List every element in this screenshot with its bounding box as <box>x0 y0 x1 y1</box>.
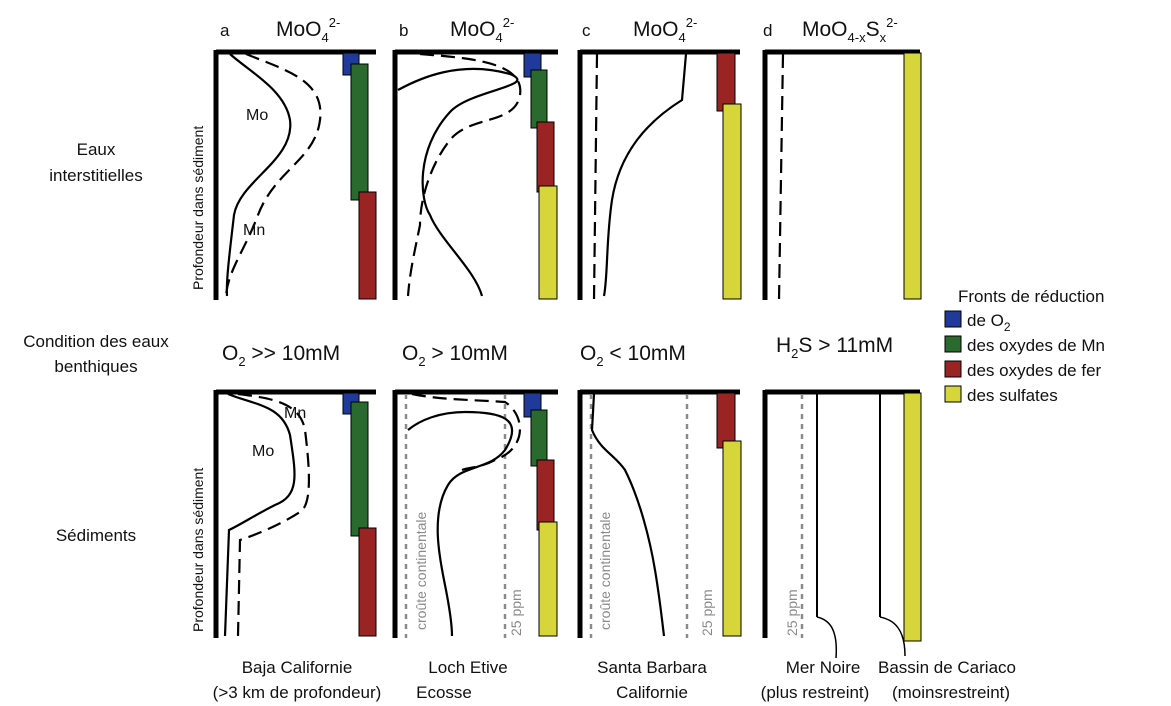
row-label-condition-2: benthiques <box>54 357 137 376</box>
crust-label-b: croûte continentale <box>413 511 429 630</box>
panel-b-site-2: Ecosse <box>416 683 472 702</box>
legend-label-sulfate: des sulfates <box>967 386 1058 405</box>
legend-swatch-o2 <box>944 310 962 328</box>
ppm-label-d: 25 ppm <box>784 589 800 636</box>
panel-b-species: MoO42- <box>450 15 514 45</box>
mn-curve-label: Mn <box>243 222 265 239</box>
panel-b: b MoO42- O2 > 10mM croûte continentale 2… <box>392 15 558 702</box>
legend: Fronts de réduction de O2 des oxydes de … <box>944 287 1105 405</box>
svg-text:Mo: Mo <box>252 443 274 460</box>
row-label-sediments: Sédiments <box>56 526 136 545</box>
ppm-label-b: 25 ppm <box>508 589 524 636</box>
mo-sediment-curve <box>223 392 296 637</box>
panel-a-species: MoO42- <box>276 15 340 45</box>
cariaco-leader <box>879 616 906 657</box>
legend-title: Fronts de réduction <box>958 287 1104 306</box>
front-mn-bar <box>350 63 369 201</box>
panel-d-letter: d <box>763 21 772 40</box>
depth-axis-label-bottom: Profondeur dans sédiment <box>190 468 206 632</box>
panel-d-site-2: (plus restreint) <box>761 683 870 702</box>
mer-noire-leader <box>816 616 838 659</box>
legend-label-fe: des oxydes de fer <box>967 361 1102 380</box>
panel-a-site-1: Baja Californie <box>242 658 353 677</box>
mn-sediment-curve <box>236 392 310 637</box>
panel-a-letter: a <box>220 21 230 40</box>
panel-d-condition: H2S > 11mM <box>776 334 893 361</box>
ppm-label-c: 25 ppm <box>699 589 715 636</box>
legend-label-o2: de O2 <box>967 311 1011 334</box>
svg-text:Mn: Mn <box>284 405 306 422</box>
panel-c: c MoO42- O2 < 10mM croûte continentale 2… <box>577 15 742 702</box>
panel-c-species: MoO42- <box>633 15 697 45</box>
mo-profile-curve <box>225 53 292 297</box>
panel-c-condition: O2 < 10mM <box>580 342 686 369</box>
crust-label-c: croûte continentale <box>597 511 613 630</box>
panel-c-site-2: Californie <box>616 683 688 702</box>
panel-d-site2-1: Bassin de Cariaco <box>878 658 1016 677</box>
panel-a: a MoO42- Mo Mn O2 >> 10mM Mn Mo Baja Cal… <box>213 15 382 702</box>
mn-profile-curve <box>224 52 322 297</box>
panel-b-condition: O2 > 10mM <box>402 342 508 369</box>
panel-d: d MoO4-xSx2- H2S > 11mM 25 ppm Mer Noire… <box>761 15 1016 702</box>
panel-a-condition: O2 >> 10mM <box>222 342 340 369</box>
legend-swatch-sulfate <box>944 385 962 403</box>
depth-axis-label-top: Profondeur dans sédiment <box>190 126 206 290</box>
panel-c-site-1: Santa Barbara <box>597 658 707 677</box>
legend-label-mn: des oxydes de Mn <box>967 336 1105 355</box>
front-fe-bar <box>358 191 377 300</box>
panel-d-site2-2: (moinsrestreint) <box>892 683 1010 702</box>
panel-b-letter: b <box>399 21 408 40</box>
panel-b-site-1: Loch Etive <box>428 658 507 677</box>
panel-c-letter: c <box>582 21 591 40</box>
legend-swatch-mn <box>944 335 962 353</box>
panel-a-site-2: (>3 km de profondeur) <box>213 683 382 702</box>
panel-d-species: MoO4-xSx2- <box>802 15 898 45</box>
panel-d-site-1: Mer Noire <box>786 658 861 677</box>
row-label-porewater-1: Eaux <box>77 140 116 159</box>
row-label-condition-1: Condition des eaux <box>23 332 169 351</box>
legend-swatch-fe <box>944 360 962 378</box>
row-label-porewater-2: interstitielles <box>49 166 143 185</box>
mo-curve-label: Mo <box>246 107 268 124</box>
